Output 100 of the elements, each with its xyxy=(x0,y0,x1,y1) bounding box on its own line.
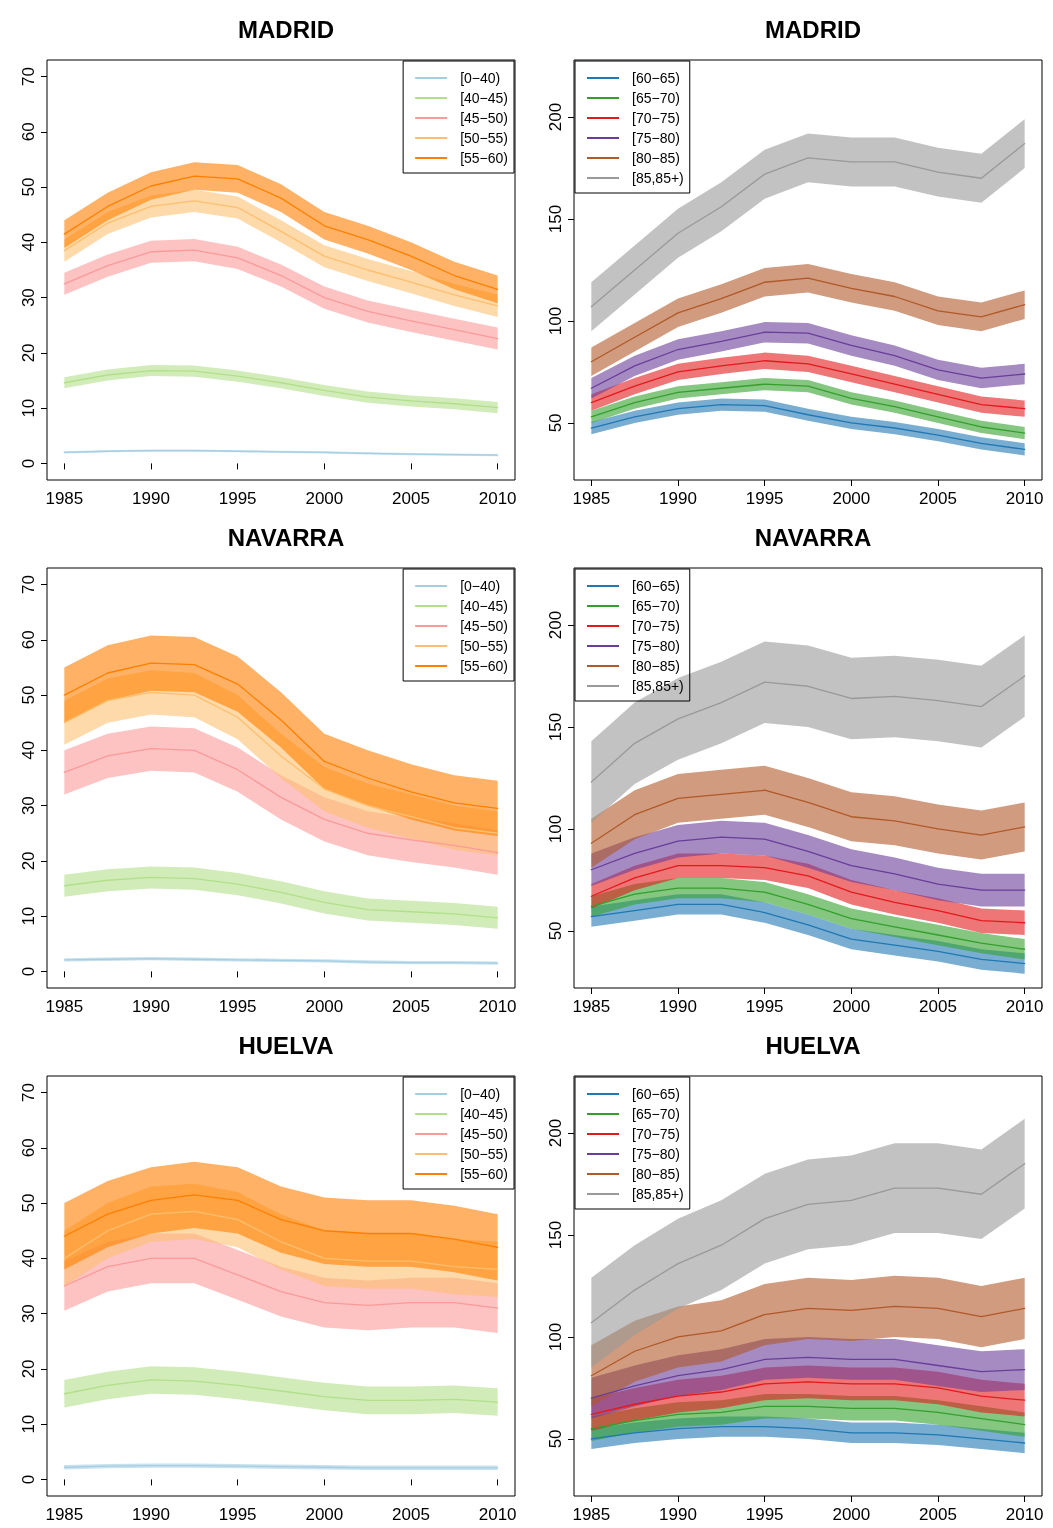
chart-title: NAVARRA xyxy=(227,523,345,551)
x-tick-label: 1995 xyxy=(745,1505,784,1524)
line-series xyxy=(590,1381,1026,1416)
y-tick-label: 50 xyxy=(546,1429,565,1449)
line-series xyxy=(63,200,499,307)
x-tick-label: 2005 xyxy=(919,997,957,1016)
y-tick-label: 150 xyxy=(546,204,565,234)
legend-label: [70−75) xyxy=(632,1126,680,1142)
x-tick-label: 2005 xyxy=(919,1505,957,1524)
legend-label: [0−40) xyxy=(460,1086,501,1102)
y-tick-label: 0 xyxy=(19,458,38,469)
y-tick-label: 20 xyxy=(19,343,38,363)
legend-label: [55−60) xyxy=(460,658,508,674)
chart-title: NAVARRA xyxy=(754,523,872,551)
y-tick-label: 50 xyxy=(19,177,38,197)
x-tick-label: 1990 xyxy=(659,1505,697,1524)
y-tick-label: 100 xyxy=(546,306,565,336)
x-tick-label: 1985 xyxy=(45,997,84,1016)
x-tick-label: 1995 xyxy=(745,997,784,1016)
x-tick-label: 1990 xyxy=(132,997,170,1016)
legend-label: [55−60) xyxy=(460,150,508,166)
line-series xyxy=(590,360,1026,410)
x-tick-label: 2000 xyxy=(832,1505,871,1524)
y-tick-label: 100 xyxy=(546,1322,565,1352)
y-tick-label: 20 xyxy=(19,1359,38,1379)
chart-title: HUELVA xyxy=(238,1031,334,1059)
legend-label: [45−50) xyxy=(460,618,508,634)
legend-label: [40−45) xyxy=(460,90,508,106)
y-tick-label: 0 xyxy=(19,966,38,977)
x-tick-label: 2005 xyxy=(392,1505,430,1524)
line-series xyxy=(63,1210,499,1271)
legend-label: [70−75) xyxy=(632,618,680,634)
y-tick-label: 50 xyxy=(546,921,565,941)
legend-label: [70−75) xyxy=(632,110,680,126)
x-tick-label: 1990 xyxy=(132,489,170,508)
legend-label: [50−55) xyxy=(460,130,508,146)
y-tick-label: 40 xyxy=(19,232,38,252)
legend-label: [50−55) xyxy=(460,1146,508,1162)
y-tick-label: 150 xyxy=(546,712,565,742)
x-tick-label: 2005 xyxy=(392,997,430,1016)
line-series xyxy=(63,1194,499,1248)
line-series xyxy=(590,1163,1026,1324)
y-tick-label: 50 xyxy=(546,413,565,433)
x-tick-label: 1995 xyxy=(745,489,784,508)
line-series xyxy=(590,1426,1026,1444)
y-tick-label: 200 xyxy=(546,1118,565,1148)
line-series xyxy=(590,383,1026,434)
legend-label: [40−45) xyxy=(460,1106,508,1122)
y-tick-label: 40 xyxy=(19,1248,38,1268)
y-tick-label: 200 xyxy=(546,610,565,640)
x-tick-label: 2010 xyxy=(478,1505,517,1524)
x-tick-label: 1985 xyxy=(572,1505,611,1524)
line-series xyxy=(63,748,499,854)
chart-title: MADRID xyxy=(238,15,334,43)
chart-title: HUELVA xyxy=(765,1031,861,1059)
line-series xyxy=(63,1257,499,1309)
chart-title: MADRID xyxy=(765,15,861,43)
x-tick-label: 2010 xyxy=(478,997,517,1016)
x-tick-label: 2010 xyxy=(478,489,517,508)
x-tick-label: 1985 xyxy=(45,1505,84,1524)
y-tick-label: 20 xyxy=(19,851,38,871)
x-tick-label: 1990 xyxy=(659,997,697,1016)
line-series xyxy=(590,277,1026,363)
legend-label: [75−80) xyxy=(632,130,680,146)
legend-label: [40−45) xyxy=(460,598,508,614)
legend-label: [75−80) xyxy=(632,638,680,654)
line-series xyxy=(63,1379,499,1403)
y-tick-label: 200 xyxy=(546,102,565,132)
legend-label: [80−85) xyxy=(632,1166,680,1182)
legend-label: [0−40) xyxy=(460,70,501,86)
x-tick-label: 1985 xyxy=(572,489,611,508)
y-tick-label: 50 xyxy=(19,1193,38,1213)
line-series xyxy=(590,1405,1026,1430)
legend-label: [85,85+) xyxy=(632,170,684,186)
y-tick-label: 10 xyxy=(19,906,38,926)
legend-label: [55−60) xyxy=(460,1166,508,1182)
x-tick-label: 1995 xyxy=(218,489,257,508)
legend-label: [65−70) xyxy=(632,598,680,614)
x-tick-label: 2000 xyxy=(305,997,344,1016)
legend-label: [80−85) xyxy=(632,658,680,674)
legend-label: [85,85+) xyxy=(632,1186,684,1202)
y-tick-label: 60 xyxy=(19,630,38,650)
y-tick-label: 70 xyxy=(19,1083,38,1103)
legend-label: [60−65) xyxy=(632,1086,680,1102)
legend-label: [65−70) xyxy=(632,90,680,106)
legend-label: [60−65) xyxy=(632,578,680,594)
line-series xyxy=(590,1356,1026,1399)
x-tick-label: 2010 xyxy=(1005,1505,1044,1524)
y-tick-label: 70 xyxy=(19,67,38,87)
x-tick-label: 2000 xyxy=(832,489,871,508)
x-tick-label: 2000 xyxy=(305,1505,344,1524)
line-series xyxy=(63,249,499,340)
y-tick-label: 100 xyxy=(546,814,565,844)
y-tick-label: 40 xyxy=(19,740,38,760)
y-tick-label: 150 xyxy=(546,1220,565,1250)
legend-label: [45−50) xyxy=(460,1126,508,1142)
x-tick-label: 2000 xyxy=(832,997,871,1016)
legend-label: [65−70) xyxy=(632,1106,680,1122)
y-tick-label: 30 xyxy=(19,796,38,816)
legend-label: [45−50) xyxy=(460,110,508,126)
